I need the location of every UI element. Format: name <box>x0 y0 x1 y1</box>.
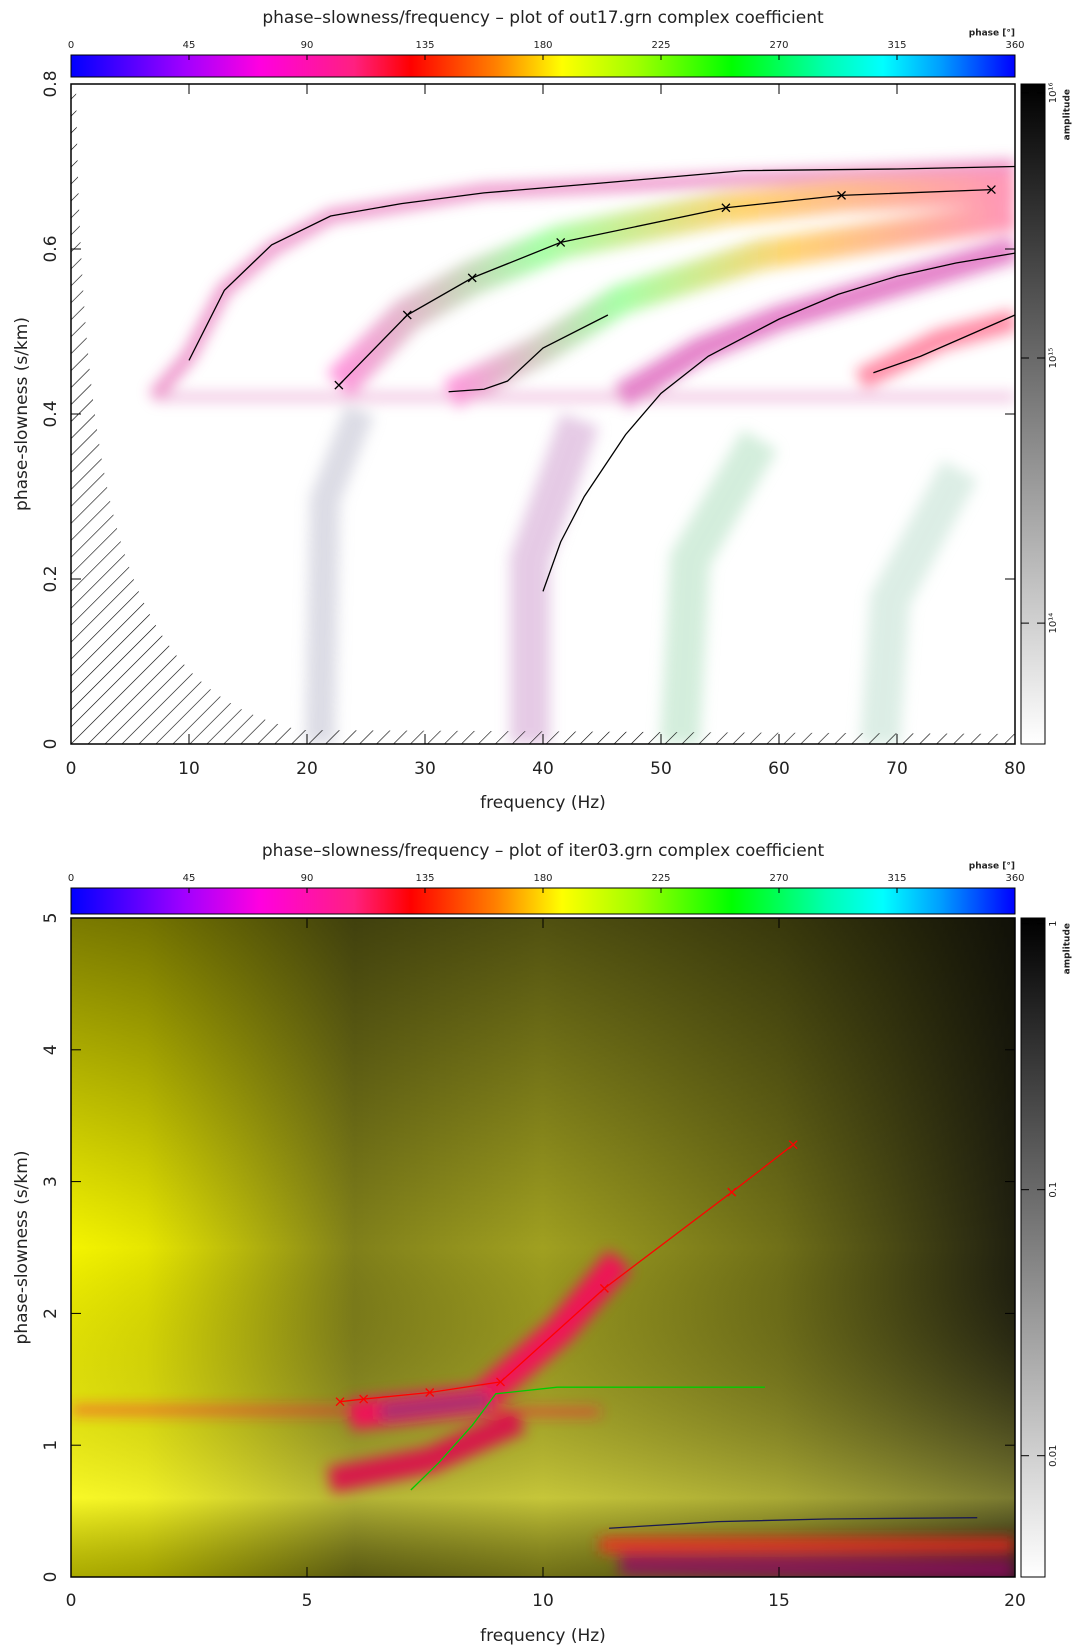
x-tick-label: 40 <box>532 759 554 779</box>
y-tick-label: 2 <box>41 1308 61 1319</box>
amplitude-tick-label: 10¹⁵ <box>1048 348 1059 369</box>
marker <box>788 1140 798 1150</box>
data-line <box>609 1517 978 1529</box>
phase-tick-label: 360 <box>1005 873 1024 884</box>
y-tick-label: 1 <box>41 1440 61 1451</box>
phase-tick-label: 315 <box>887 40 906 51</box>
spectrum-background <box>71 918 1015 1577</box>
x-tick-label: 30 <box>414 759 436 779</box>
y-tick-label: 3 <box>41 1176 61 1187</box>
marker <box>335 1397 345 1407</box>
amplitude-colorbar <box>1020 83 1046 745</box>
plot-layer <box>188 165 1015 592</box>
x-tick-label: 60 <box>768 759 790 779</box>
data-line <box>448 314 609 393</box>
phase-tick-label: 90 <box>301 873 314 884</box>
x-tick-label: 0 <box>66 1591 77 1611</box>
phase-tick-label: 315 <box>887 873 906 884</box>
phase-tick-label: 225 <box>651 873 670 884</box>
amplitude-tick-label: 1 <box>1048 920 1059 926</box>
phase-tick-label: 45 <box>183 873 196 884</box>
amplitude-label: amplitude <box>1063 923 1073 974</box>
data-line <box>873 314 1015 374</box>
y-tick-label: 0 <box>41 1572 61 1583</box>
x-axis-label: frequency (Hz) <box>480 1626 606 1646</box>
phase-tick-label: 225 <box>651 40 670 51</box>
y-tick-label: 0.2 <box>41 565 61 592</box>
marker <box>359 1394 369 1404</box>
phase-label: phase [°] <box>969 29 1015 39</box>
y-axis-label: phase-slowness (s/km) <box>12 317 32 511</box>
amplitude-tick-label: 10¹⁶ <box>1048 82 1059 103</box>
marker <box>402 310 412 320</box>
phase-tick-label: 270 <box>769 873 788 884</box>
marker <box>721 203 731 213</box>
phase-label: phase [°] <box>969 862 1015 872</box>
x-tick-label: 20 <box>296 759 318 779</box>
plot-layer <box>335 1140 978 1529</box>
y-tick-label: 5 <box>41 913 61 924</box>
phase-tick-label: 0 <box>68 40 74 51</box>
phase-tick-label: 135 <box>415 40 434 51</box>
x-tick-label: 50 <box>650 759 672 779</box>
x-tick-label: 10 <box>178 759 200 779</box>
chart-title: phase–slowness/frequency – plot of out17… <box>262 8 824 28</box>
amplitude-colorbar <box>1020 917 1046 1578</box>
phase-tick-label: 45 <box>183 40 196 51</box>
marker <box>727 1187 737 1197</box>
y-tick-label: 4 <box>41 1044 61 1055</box>
data-line <box>542 252 1015 592</box>
y-tick-label: 0.8 <box>41 70 61 97</box>
phase-tick-label: 90 <box>301 40 314 51</box>
chart-title: phase–slowness/frequency – plot of iter0… <box>262 841 825 861</box>
marker <box>556 237 566 247</box>
phase-tick-label: 135 <box>415 873 434 884</box>
phase-tick-label: 180 <box>533 40 552 51</box>
data-line <box>188 165 1015 361</box>
marker <box>467 273 477 283</box>
phase-tick-label: 270 <box>769 40 788 51</box>
amplitude-label: amplitude <box>1063 89 1073 140</box>
marker <box>986 185 996 195</box>
phase-tick-label: 180 <box>533 873 552 884</box>
x-tick-label: 10 <box>532 1591 554 1611</box>
x-axis-label: frequency (Hz) <box>480 793 606 813</box>
x-tick-label: 80 <box>1004 759 1026 779</box>
x-tick-label: 70 <box>886 759 908 779</box>
x-tick-label: 15 <box>768 1591 790 1611</box>
data-line <box>410 1386 765 1491</box>
y-tick-label: 0 <box>41 739 61 750</box>
x-tick-label: 5 <box>302 1591 313 1611</box>
marker <box>425 1388 435 1397</box>
y-tick-label: 0.4 <box>41 400 61 427</box>
marker <box>837 190 846 200</box>
spectrum-background <box>71 84 1015 744</box>
marker <box>496 1377 505 1387</box>
y-axis-label: phase-slowness (s/km) <box>12 1151 32 1345</box>
amplitude-tick-label: 0.01 <box>1048 1445 1059 1467</box>
y-tick-label: 0.6 <box>41 235 61 262</box>
x-tick-label: 20 <box>1004 1591 1026 1611</box>
amplitude-tick-label: 10¹⁴ <box>1048 613 1059 634</box>
marker <box>599 1283 609 1293</box>
x-tick-label: 0 <box>66 759 77 779</box>
marker <box>334 380 344 390</box>
amplitude-tick-label: 0.1 <box>1048 1182 1059 1198</box>
phase-tick-label: 360 <box>1005 40 1024 51</box>
phase-tick-label: 0 <box>68 873 74 884</box>
